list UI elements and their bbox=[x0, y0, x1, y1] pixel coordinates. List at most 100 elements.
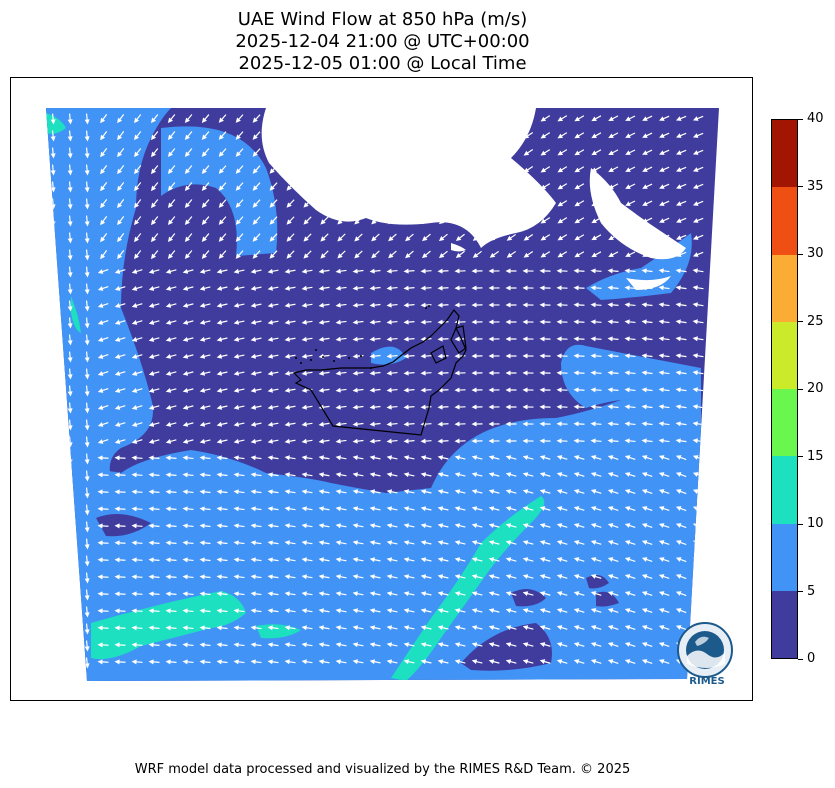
wind-arrow-head bbox=[624, 523, 631, 528]
wind-arrow-head bbox=[199, 404, 206, 410]
wind-arrow-head bbox=[625, 252, 631, 257]
wind-arrow-head bbox=[421, 134, 428, 140]
wind-arrow-head bbox=[50, 357, 56, 363]
wind-arrow-head bbox=[641, 268, 647, 274]
wind-arrow-head bbox=[539, 557, 546, 562]
wind-arrow-head bbox=[352, 523, 358, 529]
wind-arrow-head bbox=[405, 253, 411, 259]
wind-arrow-head bbox=[556, 591, 563, 596]
wind-arrow-head bbox=[488, 404, 494, 410]
wind-arrow-head bbox=[573, 642, 580, 647]
wind-arrow-head bbox=[301, 557, 307, 563]
wind-arrow-head bbox=[301, 625, 307, 631]
wind-arrow-head bbox=[607, 523, 614, 528]
wind-arrow-head bbox=[488, 387, 494, 393]
wind-arrow-head bbox=[269, 219, 275, 225]
wind-arrow-head bbox=[235, 151, 241, 157]
wind-arrow-head bbox=[84, 408, 90, 414]
map-panel[interactable] bbox=[10, 77, 753, 701]
wind-arrow-head bbox=[369, 336, 375, 342]
wind-arrow-head bbox=[556, 574, 563, 579]
wind-arrow-head bbox=[233, 523, 239, 529]
wind-arrow-head bbox=[659, 218, 665, 223]
wind-arrow-shaft bbox=[68, 487, 72, 497]
wind-arrow-head bbox=[420, 472, 427, 478]
wind-arrow-head bbox=[117, 168, 123, 175]
wind-arrow-head bbox=[250, 608, 256, 614]
wind-arrow-head bbox=[352, 285, 358, 291]
wind-arrow-head bbox=[286, 236, 292, 242]
wind-arrow-head bbox=[455, 150, 462, 156]
wind-arrow-head bbox=[216, 268, 223, 274]
wind-arrow-head bbox=[97, 642, 103, 648]
wind-arrow-head bbox=[67, 544, 73, 550]
wind-arrow-head bbox=[352, 336, 358, 342]
wind-arrow-head bbox=[455, 235, 462, 241]
wind-arrow-head bbox=[488, 591, 495, 597]
wind-arrow-head bbox=[573, 472, 580, 477]
colorbar bbox=[771, 119, 798, 659]
wind-arrow-head bbox=[505, 268, 511, 274]
wind-arrow-head bbox=[573, 370, 579, 376]
wind-arrow-head bbox=[114, 354, 121, 359]
wind-arrow-head bbox=[182, 404, 189, 410]
wind-arrow-head bbox=[505, 455, 512, 461]
wind-arrow-head bbox=[607, 387, 613, 393]
wind-arrow-head bbox=[437, 608, 444, 614]
wind-arrow-head bbox=[403, 506, 410, 512]
wind-arrow-head bbox=[692, 574, 699, 579]
wind-arrow-head bbox=[318, 625, 324, 631]
wind-arrow-head bbox=[165, 659, 171, 665]
wind-arrow-head bbox=[556, 472, 563, 477]
wind-arrow-head bbox=[505, 387, 511, 393]
wind-arrow-head bbox=[642, 252, 648, 257]
wind-arrow-head bbox=[692, 150, 699, 155]
wind-arrow-head bbox=[573, 302, 579, 308]
wind-arrow-head bbox=[403, 591, 410, 597]
wind-arrow-head bbox=[165, 302, 172, 308]
wind-arrow-head bbox=[148, 472, 154, 478]
wind-arrow-head bbox=[320, 151, 326, 157]
wind-arrow-head bbox=[148, 286, 155, 291]
wind-arrow-head bbox=[131, 388, 138, 393]
wind-arrow-head bbox=[284, 336, 290, 342]
wind-arrow-head bbox=[420, 540, 427, 546]
wind-arrow-head bbox=[505, 557, 512, 563]
wind-arrow-shaft bbox=[51, 504, 55, 514]
wind-arrow-shaft bbox=[51, 521, 55, 531]
wind-arrow-head bbox=[403, 404, 409, 410]
wind-arrow-head bbox=[84, 391, 90, 397]
wind-arrow-head bbox=[420, 319, 426, 325]
wind-arrow-head bbox=[523, 218, 530, 224]
wind-arrow-head bbox=[471, 438, 477, 444]
wind-arrow-head bbox=[454, 268, 460, 274]
wind-arrow-head bbox=[505, 574, 512, 580]
wind-arrow-head bbox=[84, 561, 90, 567]
wind-arrow-head bbox=[624, 557, 631, 562]
wind-arrow-head bbox=[165, 574, 171, 580]
wind-arrow-head bbox=[337, 134, 343, 140]
wind-arrow-head bbox=[403, 608, 410, 614]
wind-arrow-head bbox=[405, 185, 411, 191]
wind-arrow-head bbox=[388, 253, 394, 259]
wind-arrow-head bbox=[284, 591, 290, 597]
wind-arrow-head bbox=[201, 202, 207, 208]
wind-speed-band-10-15 bbox=[46, 113, 545, 681]
wind-arrow-head bbox=[199, 285, 206, 291]
wind-arrow-head bbox=[472, 133, 479, 139]
wind-arrow-head bbox=[50, 527, 56, 533]
wind-arrow-head bbox=[233, 608, 239, 614]
wind-arrow-head bbox=[114, 269, 121, 274]
wind-arrow-head bbox=[84, 153, 90, 159]
wind-arrow-head bbox=[692, 133, 699, 138]
wind-arrow-head bbox=[557, 116, 564, 122]
wind-arrow-head bbox=[318, 506, 324, 512]
wind-arrow-head bbox=[114, 439, 121, 444]
wind-arrow-head bbox=[216, 336, 223, 342]
wind-arrow-head bbox=[471, 336, 477, 342]
wind-arrow-head bbox=[216, 591, 222, 597]
wind-arrow-head bbox=[134, 117, 140, 124]
wind-arrow-head bbox=[216, 302, 223, 308]
wind-arrow-head bbox=[284, 302, 290, 308]
wind-arrow-head bbox=[505, 404, 511, 410]
